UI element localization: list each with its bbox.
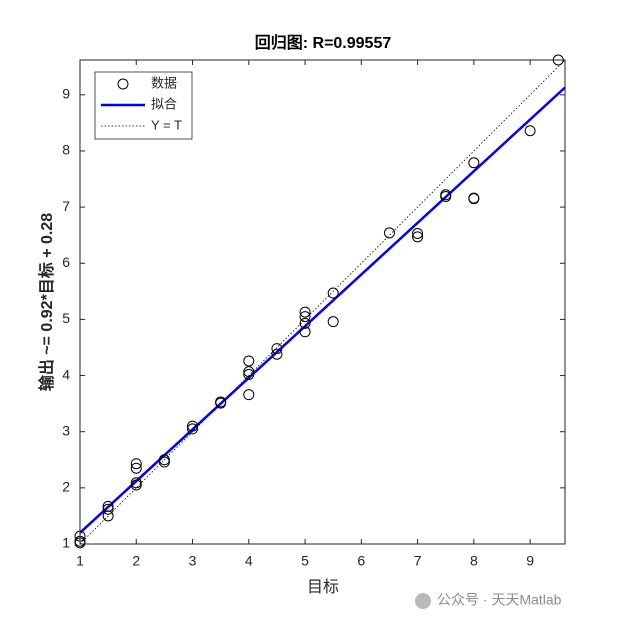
y-tick-label: 5 — [62, 310, 70, 326]
data-point — [271, 348, 283, 360]
data-point — [383, 227, 395, 239]
x-tick-label: 7 — [414, 553, 422, 569]
data-point — [299, 326, 311, 338]
watermark: 公众号 · 天天Matlab — [415, 592, 562, 609]
y-tick-label: 9 — [62, 86, 70, 102]
chart-title: 回归图: R=0.99557 — [255, 33, 392, 52]
data-point — [102, 503, 114, 515]
data-point — [243, 389, 255, 401]
x-axis-label: 目标 — [307, 578, 339, 596]
data-point — [187, 420, 199, 432]
data-point — [243, 368, 255, 380]
data-point — [299, 306, 311, 318]
y-tick-label: 1 — [62, 535, 70, 551]
x-tick-label: 9 — [526, 553, 534, 569]
x-tick-label: 1 — [76, 553, 84, 569]
data-point — [243, 366, 255, 378]
y-tick-label: 3 — [62, 422, 70, 438]
data-point — [130, 479, 142, 491]
x-tick-label: 4 — [245, 553, 253, 569]
y-tick-label: 4 — [62, 366, 70, 382]
data-point — [327, 316, 339, 328]
data-point — [468, 157, 480, 169]
legend-marker — [117, 78, 129, 90]
data-point — [299, 317, 311, 329]
legend-label: Y = T — [151, 117, 182, 132]
axes-frame — [79, 59, 566, 545]
x-tick-label: 8 — [470, 553, 478, 569]
x-tick-label: 5 — [301, 553, 309, 569]
y-tick-label: 7 — [62, 198, 70, 214]
data-point — [215, 397, 227, 409]
watermark-text: 公众号 · 天天Matlab — [437, 592, 562, 608]
data-point — [271, 343, 283, 355]
data-point — [412, 231, 424, 243]
y-tick-label: 8 — [62, 142, 70, 158]
x-tick-label: 6 — [357, 553, 365, 569]
y-tick-label: 2 — [62, 479, 70, 495]
data-point — [468, 193, 480, 205]
watermark-icon — [415, 593, 431, 609]
legend-label: 数据 — [151, 75, 177, 90]
data-point — [327, 287, 339, 299]
x-tick-label: 3 — [189, 553, 197, 569]
data-point — [187, 423, 199, 435]
data-point — [412, 227, 424, 239]
data-point — [102, 510, 114, 522]
data-point — [243, 355, 255, 367]
data-point — [524, 125, 536, 137]
legend-label: 拟合 — [151, 96, 177, 111]
reference-line — [79, 59, 566, 545]
data-point — [130, 462, 142, 474]
data-point — [158, 456, 170, 468]
data-point — [130, 458, 142, 470]
data-point — [299, 311, 311, 323]
y-axis-label: 输出 ~= 0.92*目标 + 0.28 — [37, 213, 56, 391]
x-tick-label: 2 — [132, 553, 140, 569]
y-tick-label: 6 — [62, 254, 70, 270]
data-point — [440, 190, 452, 202]
